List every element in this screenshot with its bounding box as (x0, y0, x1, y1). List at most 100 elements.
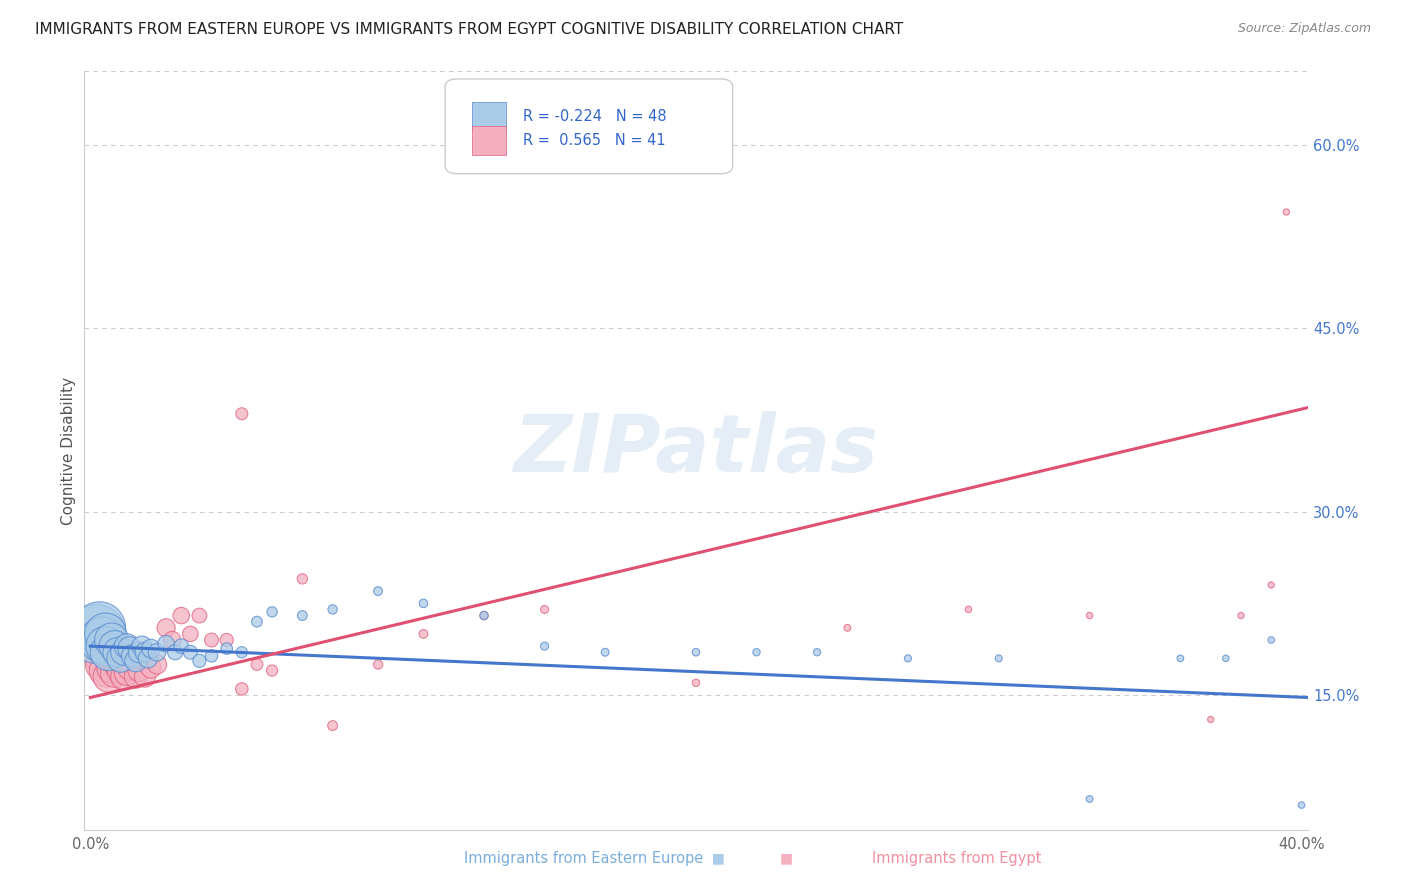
Point (104, 639, 127, 653)
Point (170, 639, 193, 653)
Point (131, 639, 153, 653)
Point (246, 657, 269, 672)
Point (134, 670, 156, 684)
Point (1215, 651, 1237, 665)
Point (89, 621, 111, 635)
Point (291, 572, 314, 586)
Point (118, 641, 141, 656)
Point (94, 627, 117, 641)
Point (115, 666, 138, 681)
Point (91, 657, 114, 672)
Point (1078, 792, 1101, 806)
Point (146, 657, 169, 672)
Point (246, 615, 269, 629)
Point (200, 633, 222, 648)
Point (897, 651, 920, 665)
Text: R =  0.565   N = 41: R = 0.565 N = 41 (523, 133, 666, 148)
Point (685, 645, 707, 659)
Point (86, 627, 108, 641)
Point (262, 605, 284, 619)
Point (1260, 633, 1282, 648)
Point (107, 645, 129, 659)
Point (97, 645, 120, 659)
Point (91, 633, 114, 648)
Point (188, 654, 211, 668)
Point (110, 664, 132, 678)
Point (472, 608, 495, 623)
Point (215, 641, 238, 656)
Point (322, 602, 344, 616)
Point (957, 602, 980, 616)
Text: Immigrants from Egypt: Immigrants from Egypt (872, 851, 1040, 865)
Point (155, 637, 177, 651)
Point (125, 654, 148, 668)
Point (412, 627, 434, 641)
Point (262, 664, 284, 678)
Point (322, 718, 344, 732)
Text: ZIPatlas: ZIPatlas (513, 411, 879, 490)
FancyBboxPatch shape (472, 102, 506, 130)
Point (745, 645, 768, 659)
Point (1275, 205, 1298, 219)
Point (533, 639, 555, 653)
Point (533, 602, 555, 616)
Point (685, 675, 707, 690)
Point (231, 681, 253, 696)
Point (100, 661, 122, 675)
Point (165, 645, 187, 659)
Point (160, 633, 183, 648)
Point (146, 645, 169, 659)
Text: ■: ■ (703, 851, 734, 865)
Text: R = -0.224   N = 48: R = -0.224 N = 48 (523, 109, 666, 124)
Point (231, 407, 253, 421)
Point (1291, 798, 1313, 813)
Point (139, 641, 162, 656)
Point (367, 657, 389, 672)
Point (134, 645, 156, 659)
Point (94, 639, 117, 653)
Point (112, 645, 135, 659)
Point (97, 670, 120, 684)
Point (215, 633, 238, 648)
Point (1199, 713, 1222, 727)
FancyBboxPatch shape (446, 79, 733, 174)
Y-axis label: Cognitive Disability: Cognitive Disability (60, 376, 76, 524)
Point (291, 608, 314, 623)
Point (128, 645, 150, 659)
Point (89, 645, 111, 659)
Point (104, 666, 127, 681)
Point (179, 627, 201, 641)
Text: Source: ZipAtlas.com: Source: ZipAtlas.com (1237, 22, 1371, 36)
Point (412, 596, 434, 610)
Point (118, 661, 141, 675)
Point (139, 661, 162, 675)
Point (94, 664, 117, 678)
Text: Immigrants from Eastern Europe: Immigrants from Eastern Europe (464, 851, 703, 865)
Point (125, 670, 148, 684)
Point (1170, 651, 1192, 665)
Point (115, 639, 138, 653)
Point (179, 645, 201, 659)
Point (200, 648, 222, 663)
Point (112, 670, 135, 684)
Point (121, 648, 143, 663)
Point (367, 584, 389, 599)
Point (107, 657, 129, 672)
Point (155, 621, 177, 635)
Point (170, 608, 193, 623)
Point (472, 608, 495, 623)
Point (128, 664, 150, 678)
Point (806, 645, 828, 659)
Point (231, 645, 253, 659)
Point (110, 651, 132, 665)
Point (987, 651, 1010, 665)
Point (593, 645, 616, 659)
Point (837, 621, 859, 635)
Text: ■: ■ (780, 851, 803, 865)
Text: IMMIGRANTS FROM EASTERN EUROPE VS IMMIGRANTS FROM EGYPT COGNITIVE DISABILITY COR: IMMIGRANTS FROM EASTERN EUROPE VS IMMIGR… (35, 22, 904, 37)
Point (100, 633, 122, 648)
Point (1078, 608, 1101, 623)
Point (136, 651, 159, 665)
FancyBboxPatch shape (472, 126, 506, 155)
Point (1260, 578, 1282, 592)
